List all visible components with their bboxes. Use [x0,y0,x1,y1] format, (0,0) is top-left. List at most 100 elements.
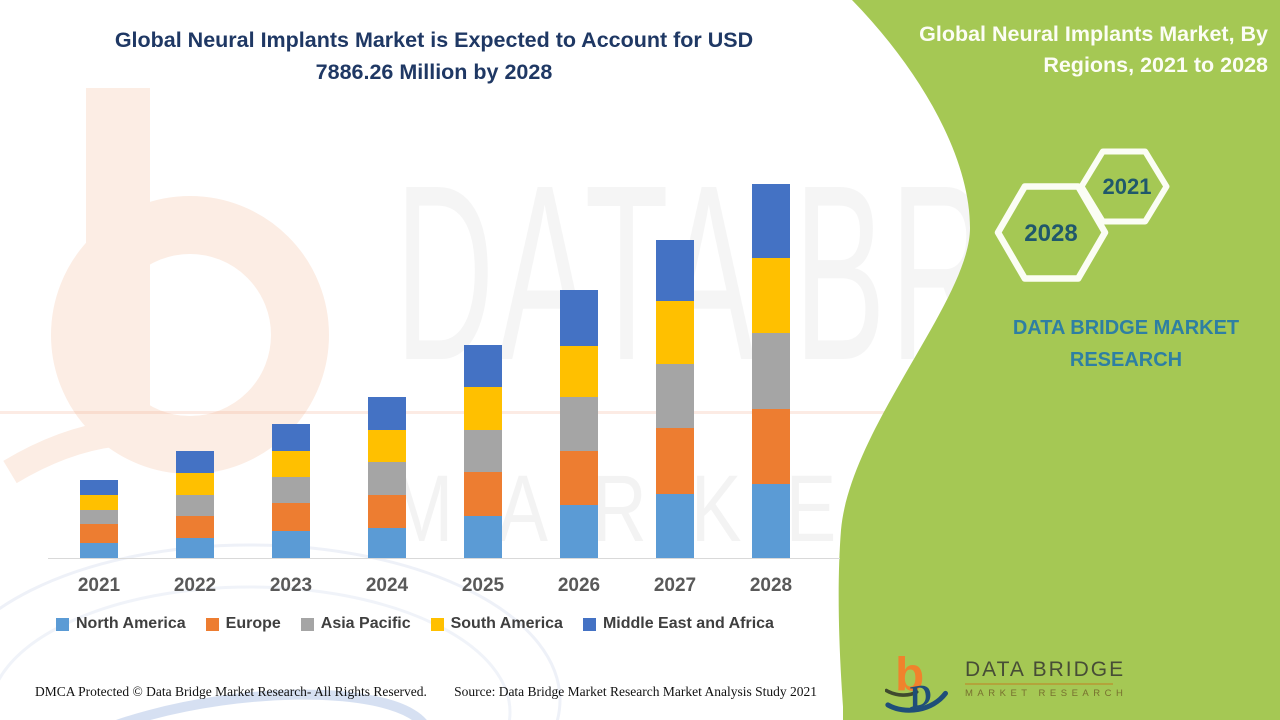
bar-segment-2023-europe [272,503,310,531]
hexagon-2028 [994,183,1109,282]
panel-brand-line1: DATA BRIDGE MARKET [1012,317,1240,339]
panel-title-line2: Regions, 2021 to 2028 [1043,53,1268,77]
hexagon-2021 [1078,148,1170,225]
bar-segment-2025-south-america [464,387,502,430]
bar-segment-2021-europe [80,524,118,543]
bar-segment-2027-middle-east-and-africa [656,239,694,302]
chart-title-line1: Global Neural Implants Market is Expecte… [114,28,754,52]
legend-swatch-icon [300,617,314,631]
bar-segment-2025-asia-pacific [464,429,502,473]
watermark-logo-swoosh [3,419,216,484]
x-axis-labels: 2021 2022 2023 2024 2025 2026 2027 2028 [0,575,870,599]
watermark-ellipse-outer [0,543,562,720]
bar-segment-2026-asia-pacific [560,397,598,451]
legend-label: Asia Pacific [320,615,411,632]
bar-2022 [176,450,214,559]
hexagon-2028-year: 2028 [1024,220,1077,247]
bar-segment-2023-middle-east-and-africa [272,424,310,451]
bar-2025 [464,344,502,559]
watermark-blue-swoosh [26,689,434,720]
legend-label: Middle East and Africa [602,615,774,632]
bar-segment-2028-europe [752,409,790,484]
bar-segment-2024-south-america [368,430,406,462]
legend-label: South America [450,615,563,632]
x-axis-label-2023: 2023 [269,575,313,596]
legend-swatch-icon [205,617,219,631]
bar-segment-2025-north-america [464,516,502,559]
bar-segment-2028-north-america [752,483,790,559]
bar-2024 [368,397,406,559]
bar-segment-2022-asia-pacific [176,494,214,517]
x-axis-label-2022: 2022 [173,575,217,596]
logo-brand-text: DATA BRIDGE [965,658,1126,681]
bar-segment-2022-middle-east-and-africa [176,450,214,473]
bar-2026 [560,290,598,559]
legend-item-south-america: South America [430,615,563,633]
bar-segment-2024-middle-east-and-africa [368,397,406,431]
bar-segment-2023-south-america [272,450,310,478]
x-axis-label-2027: 2027 [653,575,697,596]
bar-segment-2025-europe [464,472,502,517]
footer: DMCA Protected © Data Bridge Market Rese… [35,684,817,700]
logo-dark-swoosh [885,688,919,697]
hexagon-2021-year: 2021 [1103,174,1152,199]
x-axis-label-2021: 2021 [77,575,121,596]
x-axis-label-2024: 2024 [365,575,409,596]
bar-segment-2022-north-america [176,538,214,559]
bar-segment-2027-south-america [656,301,694,365]
bar-segment-2021-middle-east-and-africa [80,479,118,496]
bar-segment-2021-asia-pacific [80,510,118,525]
bar-segment-2026-middle-east-and-africa [560,290,598,346]
legend-label: North America [76,615,186,632]
legend-swatch-icon [56,617,69,631]
panel-brand-line2: RESEARCH [1069,349,1183,371]
logo-texts: DATA BRIDGE MARKET RESEARCH [965,658,1127,699]
chart-title: Global Neural Implants Market is Expecte… [0,24,868,88]
bar-segment-2027-asia-pacific [656,364,694,428]
stacked-bar-chart [80,184,790,559]
bar-segment-2028-asia-pacific [752,333,790,410]
legend-item-north-america: North America [56,615,186,633]
legend-swatch-icon [430,617,444,631]
bar-segment-2028-south-america [752,258,790,334]
logo-blue-swoosh [885,690,948,713]
bar-segment-2023-north-america [272,531,310,559]
legend-item-middle-east-and-africa: Middle East and Africa [582,615,774,633]
legend-label: Europe [225,615,281,632]
bar-2028 [752,184,790,559]
bar-segment-2026-south-america [560,345,598,398]
brand-logo-card: b D DATA BRIDGE MARKET RESEARCH [843,637,1280,720]
bar-segment-2025-middle-east-and-africa [464,344,502,388]
dbmr-logo-mark: b D [885,648,948,715]
bar-segment-2021-south-america [80,495,118,511]
right-panel-shape [838,0,1280,720]
bar-segment-2024-europe [368,495,406,528]
bar-segment-2024-asia-pacific [368,461,406,496]
x-axis-line [48,558,840,559]
legend-item-europe: Europe [205,615,281,633]
logo-divider [965,683,1113,685]
dmca-text: DMCA Protected © Data Bridge Market Rese… [35,684,427,699]
bar-segment-2028-middle-east-and-africa [752,184,790,259]
bar-segment-2022-south-america [176,472,214,495]
bar-segment-2026-north-america [560,505,598,559]
panel-title: Global Neural Implants Market, By Region… [838,19,1268,81]
watermark-ellipse-inner [0,585,512,720]
x-axis-label-2028: 2028 [749,575,793,596]
chart-legend: North America Europe Asia Pacific South Ame… [56,615,774,633]
bar-segment-2022-europe [176,516,214,538]
bar-2021 [80,479,118,559]
bar-segment-2024-north-america [368,527,406,559]
panel-title-line1: Global Neural Implants Market, By [919,22,1268,46]
bar-segment-2027-europe [656,427,694,494]
bar-2023 [272,424,310,559]
bar-segment-2023-asia-pacific [272,477,310,504]
source-text: Source: Data Bridge Market Research Mark… [454,684,817,699]
logo-b-glyph: b [895,648,924,701]
legend-swatch-icon [582,617,596,631]
bar-segment-2026-europe [560,450,598,506]
